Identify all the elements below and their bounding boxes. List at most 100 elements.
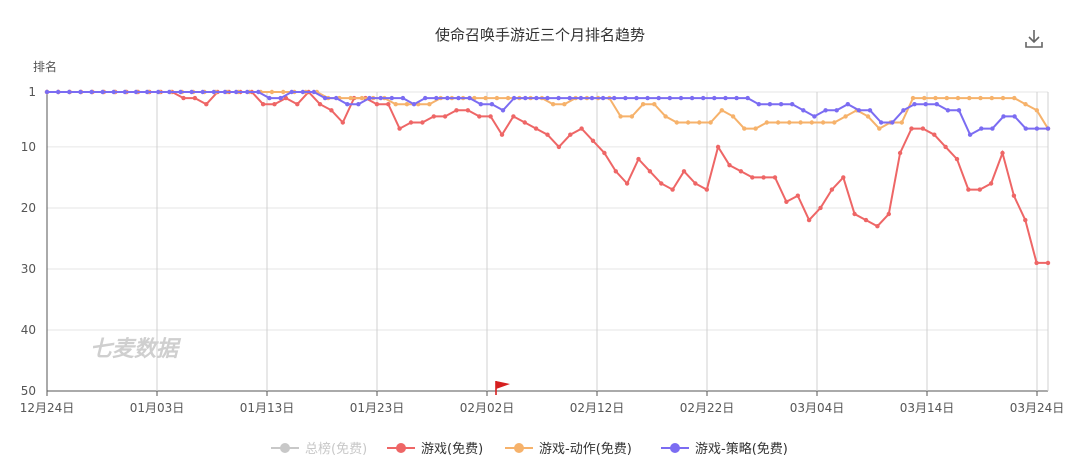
data-point xyxy=(933,95,938,101)
data-point xyxy=(778,102,784,107)
data-point xyxy=(647,169,653,174)
x-tick-label: 01月03日 xyxy=(130,401,185,415)
data-point xyxy=(411,102,417,107)
data-point xyxy=(674,120,679,125)
data-point xyxy=(256,89,261,95)
data-point xyxy=(550,102,556,107)
data-point xyxy=(701,95,706,101)
data-point xyxy=(652,102,657,107)
data-point xyxy=(389,95,394,101)
data-point xyxy=(334,95,339,101)
data-point xyxy=(843,114,848,119)
legend: 总榜(免费) 游戏(免费) 游戏-动作(免费) 游戏-策略(免费) xyxy=(271,441,788,457)
data-point xyxy=(1034,126,1040,131)
data-point xyxy=(852,211,857,217)
data-point xyxy=(922,95,927,101)
data-point xyxy=(467,95,472,101)
data-point xyxy=(790,102,795,107)
data-point xyxy=(899,120,904,125)
data-point xyxy=(500,108,506,113)
data-point xyxy=(445,95,450,101)
x-tick-label: 01月23日 xyxy=(350,401,405,415)
data-point xyxy=(801,108,806,113)
data-point xyxy=(322,95,328,101)
data-point xyxy=(393,102,398,107)
legend-item[interactable]: 游戏-动作(免费) xyxy=(505,442,632,457)
data-point xyxy=(189,89,194,95)
legend-swatch-dot xyxy=(514,443,524,453)
data-point xyxy=(211,89,216,95)
data-point xyxy=(697,120,702,125)
data-point xyxy=(1023,102,1028,107)
x-tick-label: 03月04日 xyxy=(790,401,845,415)
data-point xyxy=(681,169,687,174)
y-axis-label: 排名 xyxy=(33,59,57,74)
data-point xyxy=(300,89,305,95)
data-point xyxy=(579,126,584,131)
data-point xyxy=(943,144,948,150)
data-point xyxy=(589,95,595,101)
data-point xyxy=(367,95,372,101)
data-point xyxy=(181,95,186,101)
data-point xyxy=(511,95,517,101)
data-point xyxy=(818,205,823,211)
data-point xyxy=(556,144,562,150)
data-point xyxy=(523,95,528,101)
data-point xyxy=(775,120,781,125)
data-point xyxy=(1023,126,1028,131)
legend-item[interactable]: 游戏-策略(免费) xyxy=(661,441,788,457)
data-point xyxy=(311,89,317,95)
x-tick-label: 02月02日 xyxy=(460,401,515,415)
data-point xyxy=(856,108,862,113)
data-point xyxy=(670,187,675,192)
data-point xyxy=(1023,217,1028,223)
data-point xyxy=(1012,114,1017,119)
legend-item[interactable]: 游戏(免费) xyxy=(387,442,483,457)
x-tick-label: 02月22日 xyxy=(680,401,735,415)
y-tick-label: 40 xyxy=(21,323,36,337)
data-point xyxy=(990,126,995,131)
x-axis: 12月24日 01月03日 01月13日 01月23日 02月02日 02月12日 02月2… xyxy=(20,391,1064,415)
data-point xyxy=(923,102,928,107)
data-point xyxy=(613,169,618,174)
data-point xyxy=(431,114,436,119)
data-point xyxy=(562,102,567,107)
data-point xyxy=(499,132,505,137)
data-point xyxy=(348,95,353,101)
data-point xyxy=(761,175,766,180)
data-point xyxy=(764,120,769,125)
data-point xyxy=(890,120,895,125)
data-point xyxy=(865,114,871,119)
data-point xyxy=(329,108,334,113)
data-point xyxy=(386,102,391,107)
data-point xyxy=(988,181,994,186)
data-point xyxy=(624,181,630,186)
data-point xyxy=(812,114,817,119)
data-point xyxy=(875,224,880,229)
watermark: 七麦数据 xyxy=(90,337,182,362)
data-point xyxy=(178,89,183,95)
data-point xyxy=(442,114,448,119)
legend-label: 游戏-策略(免费) xyxy=(695,441,788,457)
legend-item[interactable]: 总榜(免费) xyxy=(271,441,367,457)
legend-swatch-dot xyxy=(280,443,290,453)
data-point xyxy=(629,114,635,119)
data-point xyxy=(408,120,414,125)
data-point xyxy=(634,95,639,101)
data-point xyxy=(956,108,962,113)
data-point xyxy=(269,89,275,95)
download-icon[interactable] xyxy=(1025,30,1043,48)
data-point xyxy=(494,95,500,101)
data-point xyxy=(712,95,717,101)
data-point xyxy=(809,120,814,125)
data-point xyxy=(144,89,150,95)
data-point xyxy=(100,89,105,95)
data-point xyxy=(693,181,698,186)
data-point xyxy=(798,120,803,125)
data-point xyxy=(567,95,572,101)
data-point xyxy=(727,163,732,168)
data-point xyxy=(912,102,917,107)
data-point xyxy=(787,120,792,125)
